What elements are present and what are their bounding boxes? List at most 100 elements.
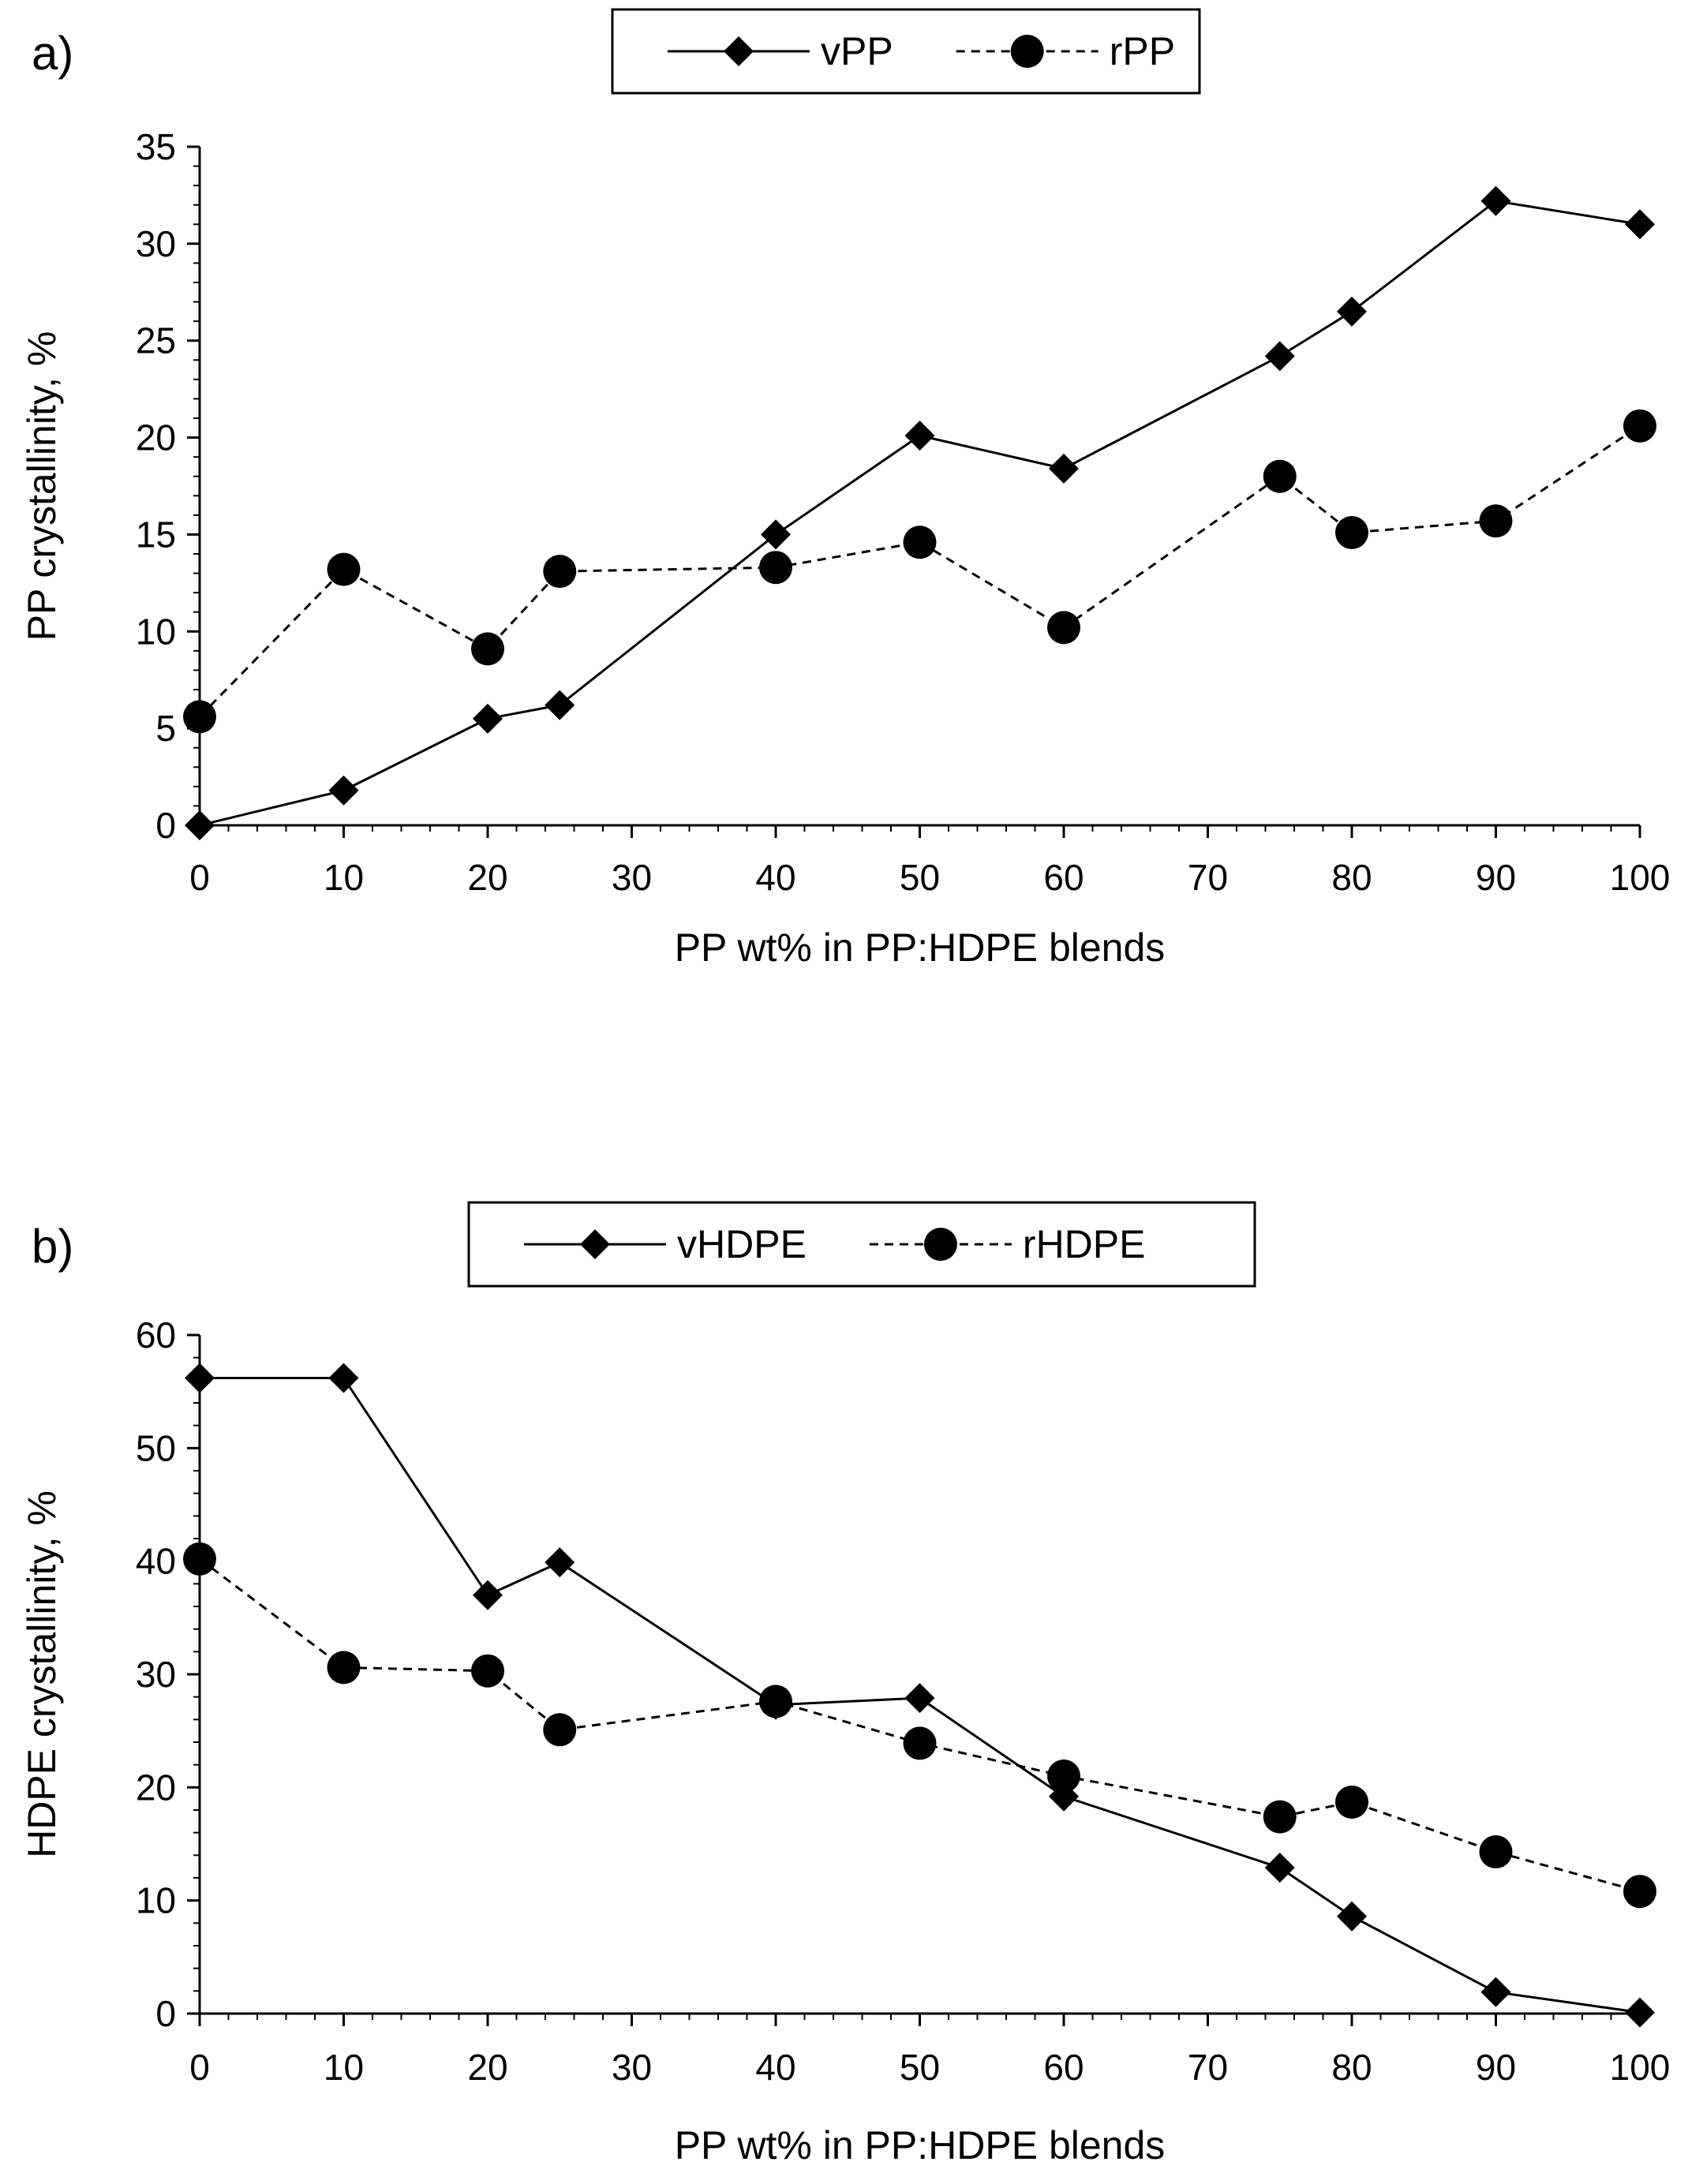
data-point-rHDPE (903, 1726, 937, 1760)
legend-marker-rHDPE (923, 1228, 957, 1261)
data-point-rPP (759, 551, 792, 585)
data-point-vPP (1625, 209, 1655, 240)
x-tick-label: 50 (900, 2047, 940, 2088)
x-tick-label: 90 (1476, 2047, 1516, 2088)
x-tick-label: 40 (755, 857, 795, 898)
data-point-vPP (904, 421, 935, 451)
x-tick-label: 20 (467, 857, 507, 898)
data-point-rPP (1479, 504, 1513, 538)
data-point-rPP (471, 632, 504, 666)
data-point-vHDPE (1264, 1853, 1295, 1883)
data-point-rHDPE (1047, 1760, 1080, 1793)
y-axis-title: PP crystallinity, % (20, 331, 64, 641)
series-rPP (183, 409, 1656, 734)
x-tick-label: 30 (612, 2047, 652, 2088)
data-point-rPP (1263, 459, 1297, 493)
data-point-rHDPE (1623, 1875, 1656, 1909)
x-axis-title: PP wt% in PP:HDPE blends (675, 926, 1166, 970)
data-point-rPP (327, 552, 361, 586)
data-point-rPP (543, 555, 577, 589)
data-point-rHDPE (327, 1651, 361, 1685)
data-point-vHDPE (473, 1580, 503, 1610)
x-tick-label: 60 (1043, 857, 1084, 898)
y-tick-label: 10 (136, 611, 176, 652)
panel-a: a) 0 5 10 15 20 25 30 35 0 10 20 30 40 50 60 70 80 90 100 PP… (20, 8, 1671, 970)
data-point-rHDPE (471, 1654, 504, 1688)
x-tick-label: 70 (1188, 857, 1228, 898)
y-tick-label: 20 (136, 1767, 176, 1808)
series-rHDPE (183, 1542, 1656, 1909)
x-tick-label: 20 (467, 2047, 507, 2088)
panel-label: b) (32, 1220, 73, 1273)
legend-label-rHDPE: rHDPE (1023, 1222, 1146, 1266)
y-tick-label: 30 (136, 1654, 176, 1695)
legend-label-vPP: vPP (821, 29, 893, 73)
y-tick-label: 0 (155, 1993, 176, 2034)
series-line-rPP (198, 424, 1641, 718)
data-point-rHDPE (183, 1542, 216, 1576)
data-point-vPP (761, 519, 791, 550)
y-tick-label: 60 (136, 1315, 176, 1356)
data-point-vHDPE (545, 1547, 575, 1578)
data-point-vPP (1480, 185, 1511, 216)
x-tick-label: 10 (324, 2047, 364, 2088)
data-point-vHDPE (1625, 1997, 1655, 2028)
panel-b: b) 0 10 20 30 40 50 60 0 10 20 30 40 50 60 70 80 90 100 PP … (20, 1201, 1671, 2167)
series-vPP (185, 185, 1655, 840)
y-tick-label: 50 (136, 1427, 176, 1468)
y-tick-label: 40 (136, 1541, 176, 1582)
x-tick-label: 100 (1610, 857, 1671, 898)
legend: vPP rPP (611, 8, 1201, 95)
data-point-vHDPE (1337, 1901, 1367, 1932)
data-point-rHDPE (1335, 1785, 1368, 1819)
y-tick-label: 25 (136, 320, 176, 361)
legend-marker-vPP (724, 36, 754, 66)
x-tick-label: 40 (755, 2047, 795, 2088)
legend: vHDPE rHDPE (467, 1201, 1256, 1288)
data-point-vPP (185, 810, 215, 840)
data-point-rHDPE (543, 1713, 577, 1747)
x-axis-title: PP wt% in PP:HDPE blends (675, 2123, 1166, 2167)
data-point-rHDPE (1263, 1800, 1297, 1834)
data-point-vHDPE (1480, 1976, 1511, 2007)
x-tick-label: 50 (900, 857, 940, 898)
data-point-rPP (1335, 515, 1368, 549)
data-point-rPP (183, 700, 216, 734)
y-tick-label: 10 (136, 1880, 176, 1921)
y-tick-label: 30 (136, 223, 176, 264)
data-point-rHDPE (1479, 1835, 1513, 1869)
y-tick-label: 35 (136, 126, 176, 167)
data-point-vPP (1049, 453, 1079, 484)
data-point-vHDPE (904, 1683, 935, 1714)
x-tick-label: 0 (189, 2047, 210, 2088)
y-tick-label: 20 (136, 417, 176, 458)
x-tick-label: 80 (1331, 2047, 1372, 2088)
y-tick-label: 15 (136, 514, 176, 555)
data-point-vPP (473, 703, 503, 734)
data-point-vPP (1264, 341, 1295, 372)
x-tick-label: 0 (189, 857, 210, 898)
data-point-rPP (1623, 409, 1656, 443)
x-tick-label: 100 (1610, 2047, 1671, 2088)
x-tick-label: 30 (612, 857, 652, 898)
legend-label-rPP: rPP (1110, 29, 1175, 73)
data-point-vPP (328, 775, 359, 806)
x-tick-label: 70 (1188, 2047, 1228, 2088)
y-tick-label: 0 (155, 805, 176, 846)
x-tick-label: 80 (1331, 857, 1372, 898)
data-point-rPP (903, 525, 937, 559)
data-point-vHDPE (328, 1363, 359, 1393)
x-tick-label: 90 (1476, 857, 1516, 898)
panel-label: a) (32, 27, 73, 80)
data-point-vPP (545, 690, 575, 720)
data-point-vPP (1337, 296, 1367, 327)
y-tick-label: 5 (155, 708, 176, 749)
legend-label-vHDPE: vHDPE (677, 1222, 807, 1266)
data-point-rPP (1047, 611, 1080, 645)
x-tick-label: 10 (324, 857, 364, 898)
legend-marker-vHDPE (580, 1229, 610, 1259)
data-point-rHDPE (759, 1685, 792, 1718)
x-tick-label: 60 (1043, 2047, 1084, 2088)
